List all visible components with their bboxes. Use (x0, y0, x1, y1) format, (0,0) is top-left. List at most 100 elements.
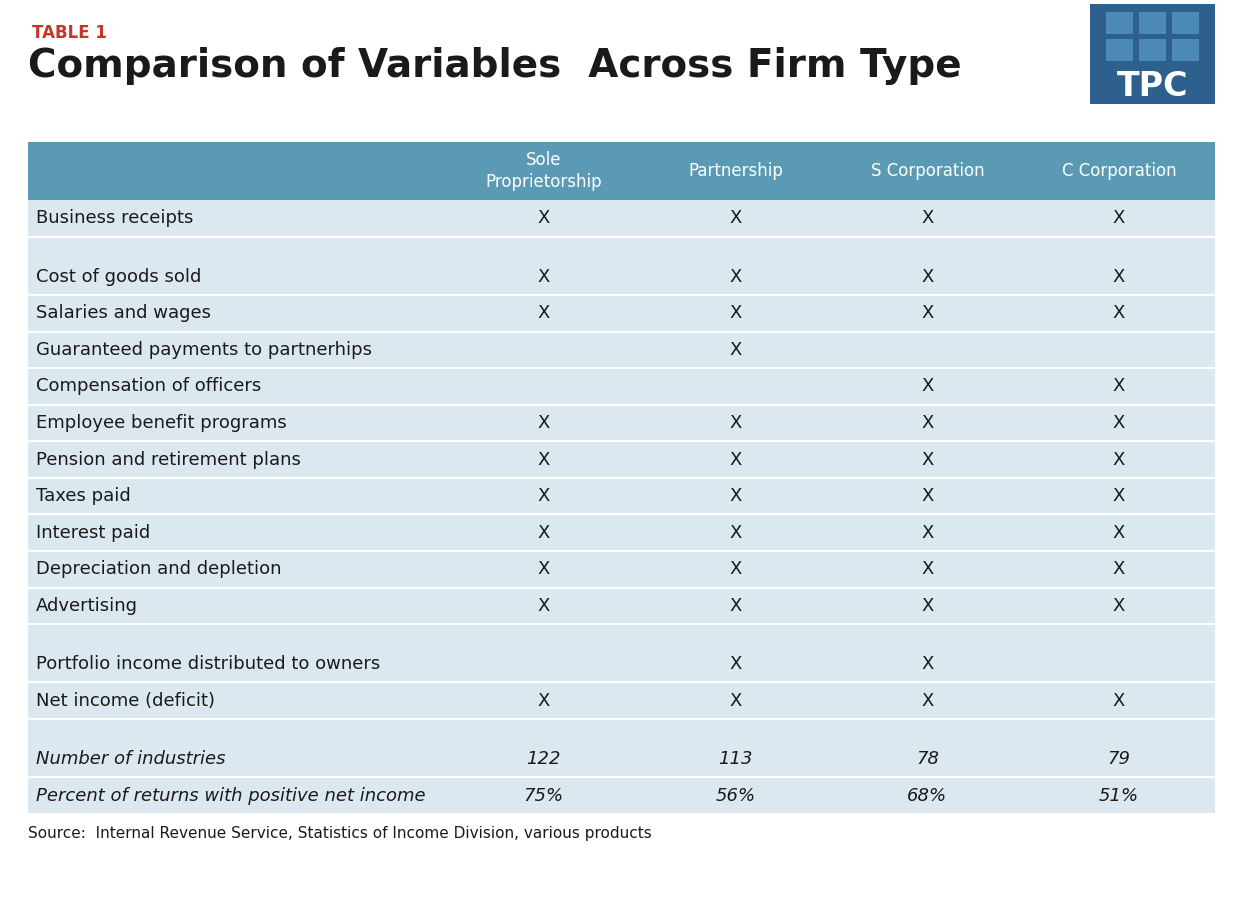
Text: Employee benefit programs: Employee benefit programs (36, 414, 287, 432)
Text: Depreciation and depletion: Depreciation and depletion (36, 560, 281, 578)
Text: Comparison of Variables  Across Firm Type: Comparison of Variables Across Firm Type (29, 47, 962, 85)
Text: X: X (730, 268, 742, 286)
Text: X: X (1112, 524, 1125, 542)
Text: X: X (921, 268, 933, 286)
Text: X: X (538, 209, 551, 227)
Text: Net income (deficit): Net income (deficit) (36, 692, 215, 710)
Bar (29, 258, 1214, 295)
Bar (1090, 4, 1214, 104)
Text: Business receipts: Business receipts (36, 209, 194, 227)
Text: Partnership: Partnership (689, 162, 783, 180)
Text: Guaranteed payments to partnerhips: Guaranteed payments to partnerhips (36, 341, 372, 359)
Text: X: X (538, 487, 551, 505)
Text: X: X (730, 450, 742, 468)
Bar (29, 142, 1214, 200)
Text: X: X (921, 377, 933, 395)
Text: X: X (538, 692, 551, 710)
Bar (1139, 12, 1166, 34)
Text: 68%: 68% (907, 787, 947, 805)
Text: Cost of goods sold: Cost of goods sold (36, 268, 201, 286)
Text: Portfolio income distributed to owners: Portfolio income distributed to owners (36, 655, 380, 673)
Text: X: X (921, 304, 933, 322)
Bar (29, 778, 1214, 814)
Text: Compensation of officers: Compensation of officers (36, 377, 261, 395)
Text: Percent of returns with positive net income: Percent of returns with positive net inc… (36, 787, 425, 805)
Text: X: X (1112, 209, 1125, 227)
Text: X: X (538, 450, 551, 468)
Text: X: X (730, 560, 742, 578)
Text: X: X (921, 692, 933, 710)
Bar (29, 683, 1214, 719)
Text: 79: 79 (1108, 750, 1131, 769)
Bar (1139, 39, 1166, 61)
Text: S Corporation: S Corporation (870, 162, 984, 180)
Text: X: X (1112, 414, 1125, 432)
Bar (29, 236, 1214, 258)
Bar (29, 405, 1214, 441)
Text: X: X (1112, 487, 1125, 505)
Bar (29, 295, 1214, 332)
Text: X: X (538, 414, 551, 432)
Text: X: X (730, 655, 742, 673)
Text: X: X (1112, 450, 1125, 468)
Text: Interest paid: Interest paid (36, 524, 150, 542)
Text: X: X (730, 524, 742, 542)
Text: Number of industries: Number of industries (36, 750, 225, 769)
Bar (29, 368, 1214, 405)
Text: Advertising: Advertising (36, 597, 138, 615)
Text: X: X (730, 487, 742, 505)
Text: X: X (921, 450, 933, 468)
Text: X: X (921, 524, 933, 542)
Bar (29, 478, 1214, 514)
Text: X: X (921, 209, 933, 227)
Text: X: X (538, 304, 551, 322)
Text: 51%: 51% (1099, 787, 1139, 805)
Text: 113: 113 (718, 750, 753, 769)
Text: X: X (1112, 304, 1125, 322)
Bar (1172, 12, 1199, 34)
Text: X: X (1112, 268, 1125, 286)
Text: X: X (921, 487, 933, 505)
Text: Source:  Internal Revenue Service, Statistics of Income Division, various produc: Source: Internal Revenue Service, Statis… (29, 826, 651, 841)
Bar (29, 332, 1214, 368)
Text: X: X (730, 414, 742, 432)
Text: Taxes paid: Taxes paid (36, 487, 131, 505)
Text: X: X (1112, 560, 1125, 578)
Text: X: X (538, 560, 551, 578)
Text: X: X (921, 414, 933, 432)
Text: TABLE 1: TABLE 1 (32, 24, 107, 42)
Bar (1106, 39, 1134, 61)
Text: X: X (538, 597, 551, 615)
Text: X: X (730, 692, 742, 710)
Text: X: X (730, 341, 742, 359)
Text: X: X (730, 304, 742, 322)
Text: C Corporation: C Corporation (1062, 162, 1176, 180)
Text: TPC: TPC (1116, 69, 1188, 103)
Text: 78: 78 (916, 750, 938, 769)
Text: X: X (730, 597, 742, 615)
Bar (1106, 12, 1134, 34)
Bar (29, 624, 1214, 646)
Text: X: X (1112, 692, 1125, 710)
Bar (29, 551, 1214, 587)
Bar (29, 514, 1214, 551)
Text: X: X (1112, 377, 1125, 395)
Text: X: X (1112, 597, 1125, 615)
Text: X: X (921, 597, 933, 615)
Text: 75%: 75% (523, 787, 564, 805)
Text: 122: 122 (527, 750, 561, 769)
Bar (29, 587, 1214, 624)
Bar (29, 200, 1214, 236)
Text: X: X (730, 209, 742, 227)
Text: X: X (538, 268, 551, 286)
Text: X: X (921, 655, 933, 673)
Text: Sole
Proprietorship: Sole Proprietorship (486, 151, 602, 191)
Bar (29, 741, 1214, 778)
Bar (29, 441, 1214, 478)
Text: X: X (538, 524, 551, 542)
Text: 56%: 56% (716, 787, 756, 805)
Text: X: X (921, 560, 933, 578)
Bar (29, 646, 1214, 683)
Text: Salaries and wages: Salaries and wages (36, 304, 211, 322)
Bar (1172, 39, 1199, 61)
